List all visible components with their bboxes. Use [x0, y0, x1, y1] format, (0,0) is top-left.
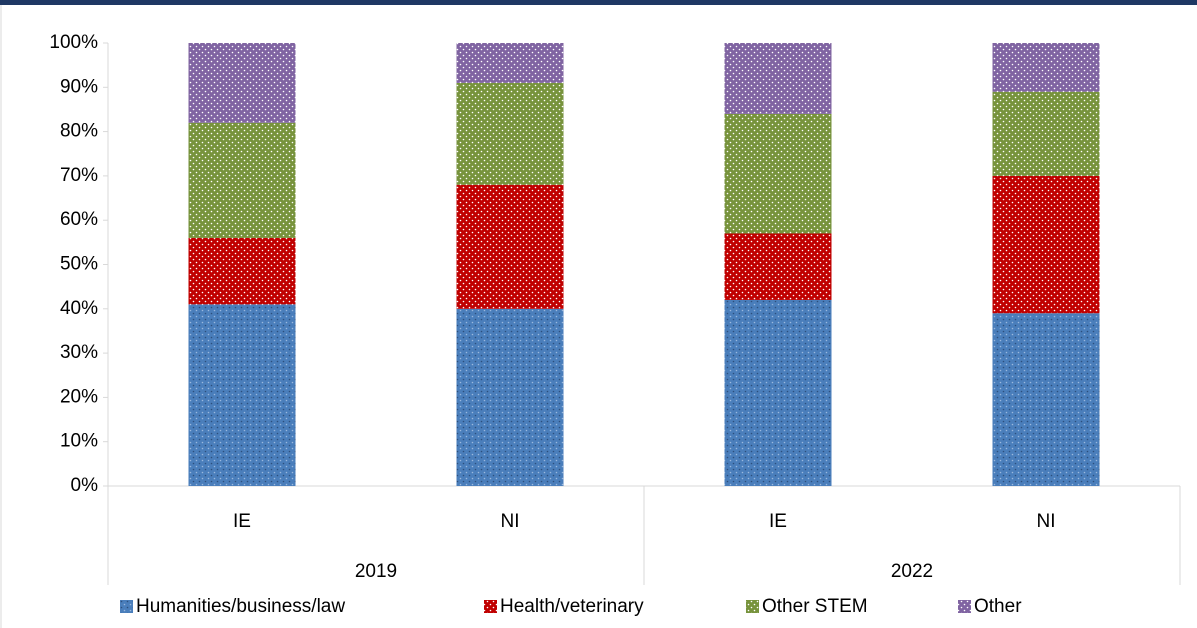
y-tick-label: 90% [60, 76, 98, 97]
y-tick-label: 10% [60, 431, 98, 452]
x-tick-label: IE [769, 511, 787, 532]
bar-segment [188, 122, 296, 238]
bar-segment [724, 113, 832, 234]
bar-segment [188, 43, 296, 123]
y-tick-label: 0% [71, 475, 99, 496]
x-tick-label: NI [501, 511, 520, 532]
x-tick-label: IE [233, 511, 251, 532]
legend-swatch [120, 600, 133, 613]
bar-segment [456, 184, 564, 309]
legend-swatch [484, 600, 497, 613]
bar-segment [724, 233, 832, 300]
y-tick-label: 100% [49, 32, 98, 53]
bar-segment [724, 299, 832, 486]
legend-label: Humanities/business/law [136, 596, 345, 617]
bar-segment [188, 237, 296, 305]
group-label: 2019 [355, 561, 397, 582]
y-tick-label: 70% [60, 165, 98, 186]
legend-label: Other [974, 596, 1022, 617]
bar-segment [456, 82, 564, 185]
y-tick-label: 30% [60, 342, 98, 363]
bar-segment [456, 308, 564, 486]
y-tick-label: 60% [60, 209, 98, 230]
y-tick-label: 80% [60, 121, 98, 142]
legend-swatch [958, 600, 971, 613]
bar-segment [724, 43, 832, 114]
bar-segment [992, 313, 1100, 486]
legend-label: Health/veterinary [500, 596, 644, 617]
bar-segment [992, 175, 1100, 314]
top-border [0, 0, 1197, 5]
legend-label: Other STEM [762, 596, 868, 617]
x-tick-label: NI [1037, 511, 1056, 532]
group-label: 2022 [891, 561, 933, 582]
y-tick-label: 40% [60, 298, 98, 319]
bar-segment [188, 304, 296, 486]
bar-segment [992, 43, 1100, 92]
y-tick-label: 50% [60, 254, 98, 275]
legend-swatch [746, 600, 759, 613]
y-tick-label: 20% [60, 386, 98, 407]
bar-segment [456, 43, 564, 83]
bar-segment [992, 91, 1100, 176]
